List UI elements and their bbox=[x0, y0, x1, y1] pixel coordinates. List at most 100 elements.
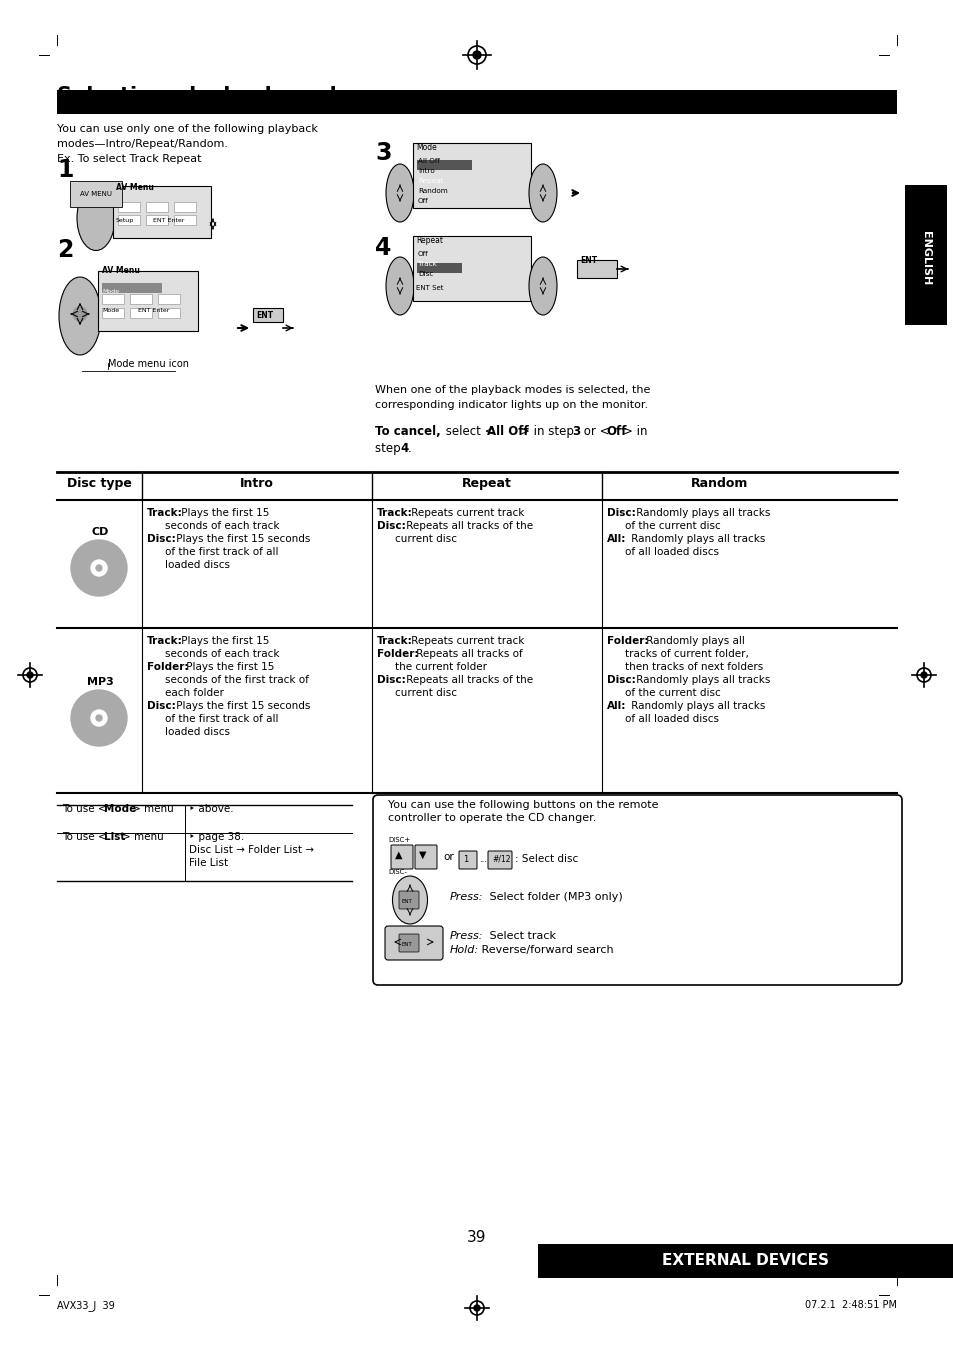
Bar bbox=[413, 237, 531, 301]
Text: All Off: All Off bbox=[417, 158, 439, 164]
Text: AV MENU: AV MENU bbox=[80, 191, 112, 197]
Circle shape bbox=[91, 560, 107, 576]
Text: > in step: > in step bbox=[519, 425, 577, 438]
Bar bbox=[537, 1244, 953, 1278]
Text: select <: select < bbox=[441, 425, 494, 438]
Text: Mode: Mode bbox=[102, 289, 119, 293]
Ellipse shape bbox=[529, 164, 557, 222]
Text: seconds of each track: seconds of each track bbox=[165, 649, 279, 658]
Ellipse shape bbox=[392, 876, 427, 923]
FancyBboxPatch shape bbox=[373, 795, 901, 986]
Text: Mode: Mode bbox=[102, 308, 119, 314]
Text: All:: All: bbox=[606, 700, 626, 711]
Text: then tracks of next folders: then tracks of next folders bbox=[624, 662, 762, 672]
Text: Disc type: Disc type bbox=[67, 477, 132, 489]
Bar bbox=[118, 201, 140, 212]
Text: To use <: To use < bbox=[62, 804, 107, 814]
Text: List: List bbox=[104, 831, 125, 842]
Text: 3: 3 bbox=[572, 425, 579, 438]
Text: Off: Off bbox=[417, 251, 428, 257]
Text: To use <: To use < bbox=[62, 831, 107, 842]
Text: > menu: > menu bbox=[122, 831, 164, 842]
Text: Repeats all tracks of the: Repeats all tracks of the bbox=[402, 521, 533, 531]
Text: seconds of the first track of: seconds of the first track of bbox=[165, 675, 309, 685]
Bar bbox=[158, 308, 180, 318]
Text: ▼: ▼ bbox=[418, 850, 426, 860]
Text: ENT: ENT bbox=[401, 942, 413, 946]
Text: controller to operate the CD changer.: controller to operate the CD changer. bbox=[388, 813, 596, 823]
Text: Repeat: Repeat bbox=[416, 237, 442, 245]
Text: Track:: Track: bbox=[376, 508, 413, 518]
Text: Disc:: Disc: bbox=[376, 675, 405, 685]
Text: Plays the first 15: Plays the first 15 bbox=[183, 662, 274, 672]
Text: > menu: > menu bbox=[132, 804, 173, 814]
Text: Folder:: Folder: bbox=[606, 635, 648, 646]
Text: Track:: Track: bbox=[147, 508, 183, 518]
Circle shape bbox=[920, 672, 926, 677]
Text: current disc: current disc bbox=[395, 534, 456, 544]
Text: Disc:: Disc: bbox=[606, 675, 635, 685]
Text: You can use the following buttons on the remote: You can use the following buttons on the… bbox=[388, 800, 658, 810]
FancyBboxPatch shape bbox=[391, 845, 413, 869]
Bar bbox=[173, 201, 195, 212]
Bar bbox=[130, 293, 152, 304]
Bar bbox=[416, 264, 461, 273]
Text: Selecting playback modes: Selecting playback modes bbox=[57, 87, 363, 105]
Text: When one of the playback modes is selected, the: When one of the playback modes is select… bbox=[375, 385, 650, 395]
Text: Repeat: Repeat bbox=[461, 477, 512, 489]
Text: ENT: ENT bbox=[255, 311, 273, 320]
Bar bbox=[416, 160, 472, 170]
Text: Random: Random bbox=[417, 188, 447, 193]
Text: CD: CD bbox=[91, 527, 109, 537]
Bar bbox=[904, 185, 946, 324]
Bar bbox=[146, 201, 168, 212]
Text: ▲: ▲ bbox=[395, 850, 402, 860]
Text: 4: 4 bbox=[375, 237, 391, 260]
Text: DISC-: DISC- bbox=[388, 869, 406, 875]
Text: Disc:: Disc: bbox=[147, 534, 175, 544]
Bar bbox=[57, 91, 896, 114]
Text: 07.2.1  2:48:51 PM: 07.2.1 2:48:51 PM bbox=[804, 1301, 896, 1310]
Text: seconds of each track: seconds of each track bbox=[165, 521, 279, 531]
Text: Track:: Track: bbox=[376, 635, 413, 646]
Text: Setup: Setup bbox=[116, 218, 134, 223]
Text: DISC+: DISC+ bbox=[388, 837, 410, 844]
Text: All Off: All Off bbox=[486, 425, 528, 438]
Text: Ex. To select Track Repeat: Ex. To select Track Repeat bbox=[57, 154, 201, 164]
Text: .: . bbox=[408, 442, 412, 456]
Text: Randomly plays all tracks: Randomly plays all tracks bbox=[627, 700, 764, 711]
Text: Random: Random bbox=[690, 477, 747, 489]
Text: Randomly plays all tracks: Randomly plays all tracks bbox=[627, 534, 764, 544]
Text: ...: ... bbox=[478, 854, 486, 864]
Bar bbox=[158, 293, 180, 304]
Text: each folder: each folder bbox=[165, 688, 224, 698]
Text: Disc:: Disc: bbox=[606, 508, 635, 518]
Text: Press:: Press: bbox=[450, 932, 483, 941]
Text: Plays the first 15: Plays the first 15 bbox=[178, 508, 270, 518]
FancyBboxPatch shape bbox=[415, 845, 436, 869]
Text: Plays the first 15 seconds: Plays the first 15 seconds bbox=[172, 700, 310, 711]
Text: ENT Enter: ENT Enter bbox=[152, 218, 184, 223]
Bar bbox=[102, 293, 124, 304]
Text: You can use only one of the following playback: You can use only one of the following pl… bbox=[57, 124, 317, 134]
Ellipse shape bbox=[386, 257, 414, 315]
Text: of all loaded discs: of all loaded discs bbox=[624, 714, 719, 725]
Text: ENT: ENT bbox=[401, 899, 413, 904]
Text: of the current disc: of the current disc bbox=[624, 688, 720, 698]
Text: modes—Intro/Repeat/Random.: modes—Intro/Repeat/Random. bbox=[57, 139, 228, 149]
Text: 2: 2 bbox=[57, 238, 73, 262]
Text: Select track: Select track bbox=[485, 932, 556, 941]
Text: Off: Off bbox=[605, 425, 626, 438]
Text: 4: 4 bbox=[399, 442, 408, 456]
Text: Disc:: Disc: bbox=[376, 521, 405, 531]
Circle shape bbox=[71, 539, 127, 596]
Bar bbox=[577, 260, 617, 279]
Text: Disc: Disc bbox=[417, 270, 433, 277]
Text: Repeats all tracks of: Repeats all tracks of bbox=[413, 649, 522, 658]
Bar bbox=[146, 215, 168, 224]
Ellipse shape bbox=[529, 257, 557, 315]
FancyBboxPatch shape bbox=[385, 926, 442, 960]
Text: Disc List → Folder List →: Disc List → Folder List → bbox=[189, 845, 314, 854]
Text: AV Menu: AV Menu bbox=[102, 266, 140, 274]
Text: of the first track of all: of the first track of all bbox=[165, 714, 278, 725]
